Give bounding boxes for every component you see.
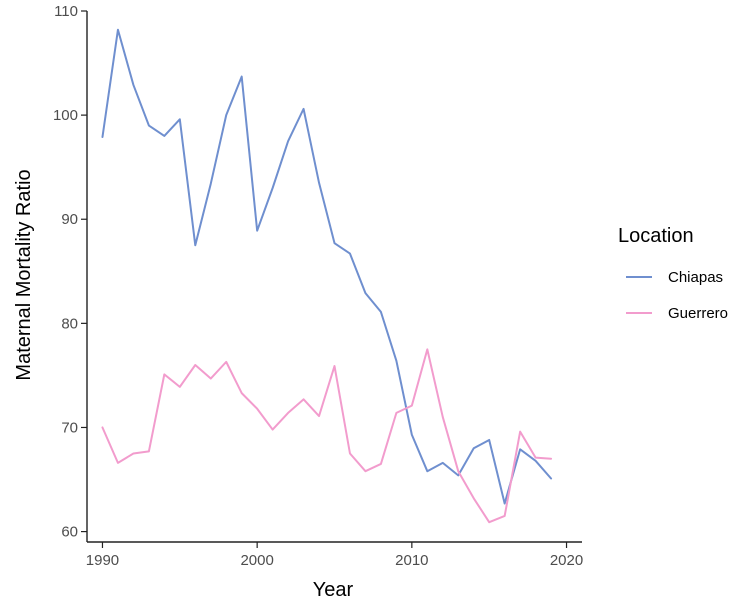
data-point-chiapas — [550, 477, 552, 479]
data-point-chiapas — [519, 448, 521, 450]
data-point-guerrero — [333, 365, 335, 367]
x-axis-tick-label: 2020 — [550, 552, 583, 569]
legend-items: Chiapas Guerrero — [626, 269, 728, 322]
data-point-guerrero — [210, 377, 212, 379]
data-point-chiapas — [148, 124, 150, 126]
data-point-guerrero — [380, 463, 382, 465]
x-axis-tick-label: 1990 — [86, 552, 119, 569]
data-point-chiapas — [534, 460, 536, 462]
data-point-guerrero — [101, 426, 103, 428]
data-point-chiapas — [194, 244, 196, 246]
y-axis-tick-label: 90 — [61, 211, 78, 228]
data-point-guerrero — [503, 515, 505, 517]
data-point-chiapas — [287, 140, 289, 142]
y-axis-tick-label: 60 — [61, 524, 78, 541]
data-point-chiapas — [302, 108, 304, 110]
series-layer — [101, 28, 553, 524]
data-point-chiapas — [442, 462, 444, 464]
data-point-chiapas — [333, 242, 335, 244]
x-axis-tick-label: 2000 — [240, 552, 273, 569]
data-point-guerrero — [256, 408, 258, 410]
data-point-guerrero — [349, 452, 351, 454]
data-point-chiapas — [395, 360, 397, 362]
legend: Location Chiapas Guerrero — [618, 225, 728, 322]
data-point-guerrero — [302, 398, 304, 400]
data-point-guerrero — [488, 521, 490, 523]
data-point-guerrero — [117, 462, 119, 464]
data-point-guerrero — [473, 497, 475, 499]
data-point-chiapas — [101, 136, 103, 138]
data-point-chiapas — [132, 84, 134, 86]
series-line-guerrero — [101, 348, 553, 524]
plot-area — [87, 11, 582, 542]
data-point-chiapas — [225, 114, 227, 116]
x-axis-title: Year — [313, 579, 354, 600]
plot-background — [87, 11, 582, 542]
data-point-guerrero — [240, 392, 242, 394]
data-point-chiapas — [349, 252, 351, 254]
axis-layer: 1990 2000 2010 2020 60 70 80 90 100 110 — [53, 3, 583, 569]
data-point-chiapas — [380, 311, 382, 313]
data-point-chiapas — [473, 447, 475, 449]
data-point-chiapas — [117, 29, 119, 31]
data-point-chiapas — [411, 434, 413, 436]
data-point-guerrero — [519, 430, 521, 432]
data-point-guerrero — [318, 415, 320, 417]
data-point-guerrero — [411, 404, 413, 406]
data-point-chiapas — [240, 75, 242, 77]
data-point-guerrero — [364, 470, 366, 472]
series-line-chiapas — [101, 28, 553, 505]
y-axis-title: Maternal Mortality Ratio — [13, 169, 35, 380]
data-point-chiapas — [364, 292, 366, 294]
data-point-guerrero — [194, 364, 196, 366]
data-point-guerrero — [457, 470, 459, 472]
data-point-guerrero — [148, 450, 150, 452]
y-axis-tick-label: 100 — [53, 107, 78, 124]
data-point-chiapas — [256, 229, 258, 231]
data-point-chiapas — [271, 187, 273, 189]
y-axis-tick-label: 110 — [54, 3, 78, 20]
data-point-chiapas — [318, 182, 320, 184]
data-point-guerrero — [271, 428, 273, 430]
x-axis-tick-label: 2010 — [395, 552, 428, 569]
y-axis-tick-label: 80 — [61, 315, 78, 332]
data-point-chiapas — [210, 183, 212, 185]
legend-label-guerrero: Guerrero — [668, 305, 728, 322]
data-point-guerrero — [534, 456, 536, 458]
data-point-chiapas — [503, 502, 505, 504]
data-point-guerrero — [395, 412, 397, 414]
data-point-guerrero — [550, 458, 552, 460]
data-point-guerrero — [179, 386, 181, 388]
data-point-chiapas — [163, 135, 165, 137]
data-point-guerrero — [132, 452, 134, 454]
data-point-chiapas — [488, 439, 490, 441]
y-axis-tick-label: 70 — [61, 419, 78, 436]
data-point-chiapas — [426, 470, 428, 472]
legend-title: Location — [618, 225, 694, 247]
data-point-guerrero — [163, 373, 165, 375]
data-point-guerrero — [225, 361, 227, 363]
data-point-guerrero — [287, 412, 289, 414]
data-point-guerrero — [426, 348, 428, 350]
data-point-chiapas — [179, 118, 181, 120]
data-point-guerrero — [442, 416, 444, 418]
legend-label-chiapas: Chiapas — [668, 269, 723, 286]
